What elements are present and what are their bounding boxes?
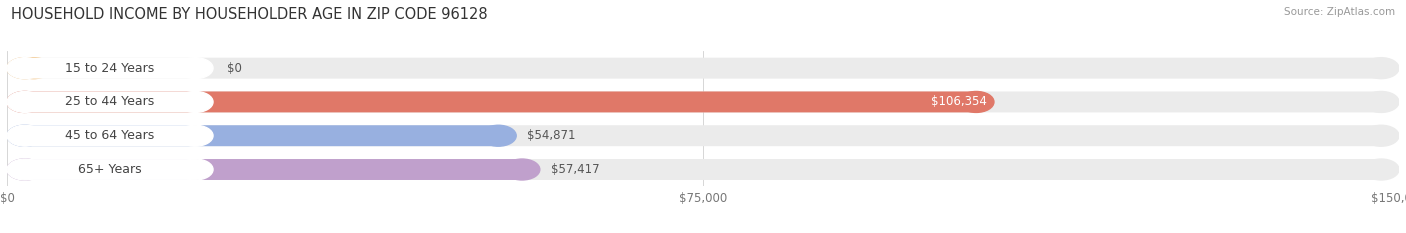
Ellipse shape bbox=[15, 58, 52, 79]
FancyBboxPatch shape bbox=[25, 159, 522, 180]
Ellipse shape bbox=[7, 92, 42, 112]
Ellipse shape bbox=[7, 125, 42, 146]
Ellipse shape bbox=[7, 58, 42, 79]
Ellipse shape bbox=[7, 92, 42, 112]
Text: HOUSEHOLD INCOME BY HOUSEHOLDER AGE IN ZIP CODE 96128: HOUSEHOLD INCOME BY HOUSEHOLDER AGE IN Z… bbox=[11, 7, 488, 22]
Ellipse shape bbox=[7, 58, 42, 79]
Ellipse shape bbox=[7, 159, 42, 180]
Ellipse shape bbox=[1364, 92, 1399, 112]
FancyBboxPatch shape bbox=[25, 125, 1381, 146]
Ellipse shape bbox=[7, 125, 42, 146]
Ellipse shape bbox=[7, 92, 42, 112]
Ellipse shape bbox=[7, 159, 42, 180]
Text: Source: ZipAtlas.com: Source: ZipAtlas.com bbox=[1284, 7, 1395, 17]
FancyBboxPatch shape bbox=[25, 159, 195, 180]
Ellipse shape bbox=[7, 58, 42, 79]
Text: $106,354: $106,354 bbox=[931, 96, 987, 108]
Text: 25 to 44 Years: 25 to 44 Years bbox=[66, 96, 155, 108]
Ellipse shape bbox=[1364, 125, 1399, 146]
Ellipse shape bbox=[505, 159, 540, 180]
Text: 15 to 24 Years: 15 to 24 Years bbox=[66, 62, 155, 75]
Ellipse shape bbox=[7, 125, 42, 146]
FancyBboxPatch shape bbox=[25, 92, 1381, 112]
Ellipse shape bbox=[7, 159, 42, 180]
Ellipse shape bbox=[481, 125, 516, 146]
Text: 45 to 64 Years: 45 to 64 Years bbox=[66, 129, 155, 142]
Ellipse shape bbox=[177, 125, 214, 146]
FancyBboxPatch shape bbox=[25, 58, 34, 79]
FancyBboxPatch shape bbox=[25, 58, 195, 79]
FancyBboxPatch shape bbox=[25, 92, 195, 112]
FancyBboxPatch shape bbox=[25, 58, 1381, 79]
FancyBboxPatch shape bbox=[25, 125, 499, 146]
Text: 65+ Years: 65+ Years bbox=[79, 163, 142, 176]
Ellipse shape bbox=[1364, 58, 1399, 79]
FancyBboxPatch shape bbox=[25, 125, 195, 146]
Ellipse shape bbox=[177, 58, 214, 79]
Ellipse shape bbox=[1364, 159, 1399, 180]
Ellipse shape bbox=[177, 92, 214, 112]
Text: $57,417: $57,417 bbox=[551, 163, 599, 176]
Ellipse shape bbox=[959, 92, 994, 112]
FancyBboxPatch shape bbox=[25, 92, 976, 112]
Text: $0: $0 bbox=[226, 62, 242, 75]
Ellipse shape bbox=[177, 159, 214, 180]
Text: $54,871: $54,871 bbox=[527, 129, 576, 142]
FancyBboxPatch shape bbox=[25, 159, 1381, 180]
